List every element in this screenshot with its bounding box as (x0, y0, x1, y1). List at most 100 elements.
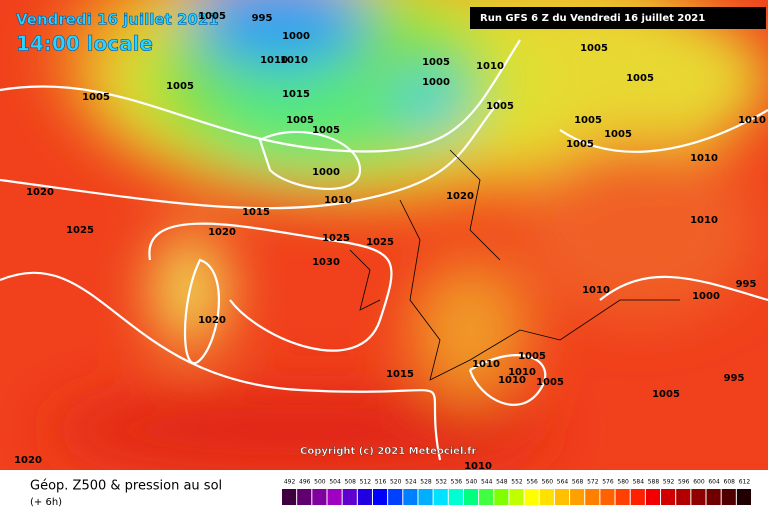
isobar-label: 1020 (14, 455, 42, 466)
scale-label: 508 (344, 479, 356, 486)
isobar-label: 1010 (582, 285, 610, 296)
isobar-label: 1025 (322, 233, 350, 244)
isobar (0, 99, 501, 210)
scale-label: 568 (572, 479, 584, 486)
isobar-label: 1005 (82, 92, 110, 103)
scale-swatch (661, 489, 676, 505)
isobar-label: 1015 (242, 207, 270, 218)
scale-label: 572 (587, 479, 599, 486)
isobar (258, 130, 362, 190)
scale-swatch (676, 489, 691, 505)
scale-label: 532 (435, 479, 447, 486)
scale-label: 556 (526, 479, 538, 486)
scale-swatch (433, 489, 448, 505)
scale-swatch (342, 489, 357, 505)
isobar (599, 275, 768, 302)
isobar (559, 109, 768, 153)
time: 14:00 locale (16, 32, 153, 56)
run-box (470, 7, 766, 29)
isobar-label: 1000 (422, 77, 450, 88)
scale-swatch (372, 489, 388, 505)
isobar-label: 1015 (282, 89, 310, 100)
scale-swatch (357, 489, 372, 505)
scale-label: 496 (299, 479, 311, 486)
isobar-label: 1000 (692, 291, 720, 302)
isobar-label: 1005 (286, 115, 314, 126)
isobar-label: 1005 (518, 351, 546, 362)
run: Run GFS 6 Z du Vendredi 16 juillet 2021 (480, 13, 705, 24)
isobar-label: 1010 (472, 359, 500, 370)
isobar-label: 1005 (652, 389, 680, 400)
isobar-label: 1000 (312, 167, 340, 178)
isobar-label: 1010 (476, 61, 504, 72)
isobar-label: 1005 (312, 125, 340, 136)
isobar-label: 1005 (166, 81, 194, 92)
isobar-label: 1030 (312, 257, 340, 268)
isobar (0, 39, 521, 153)
scale-swatch (630, 489, 645, 505)
isobar-label: 1010 (280, 55, 308, 66)
scale-label: 596 (678, 479, 690, 486)
isobar-label: 1010 (508, 367, 536, 378)
scale-swatch (524, 489, 539, 505)
scale-label: 588 (648, 479, 660, 486)
scale-label: 584 (633, 479, 645, 486)
isobar-label: 1010 (260, 55, 288, 66)
scale-label: 512 (360, 479, 372, 486)
scale-label: 520 (390, 479, 402, 486)
isobar-label: 1005 (580, 43, 608, 54)
scale-swatch (615, 489, 630, 505)
isobar (148, 222, 393, 352)
scale-label: 560 (542, 479, 554, 486)
isobar-label: 1010 (324, 195, 352, 206)
scale-swatch (297, 489, 312, 505)
footer-lead: (+ 6h) (30, 497, 62, 508)
scale-swatch (509, 489, 524, 505)
scale-swatch (600, 489, 615, 505)
scale-swatch (570, 489, 585, 505)
isobar-label: 1020 (208, 227, 236, 238)
isobar-label: 1010 (738, 115, 766, 126)
isobar-label: 1020 (198, 315, 226, 326)
isobar-label: 1020 (26, 187, 54, 198)
coastline (349, 149, 680, 381)
isobar-label: 1005 (486, 101, 514, 112)
scale-swatch (691, 489, 706, 505)
isobar-label: 1005 (536, 377, 564, 388)
isobar-label: 1010 (464, 461, 492, 472)
isobar (183, 258, 220, 365)
isobar-label: 995 (252, 13, 273, 24)
scale-label: 564 (557, 479, 569, 486)
scale-swatch (388, 489, 403, 505)
scale-swatch (282, 489, 297, 505)
isobar-label: 1005 (198, 11, 226, 22)
isobar-label: 1000 (282, 31, 310, 42)
scale-label: 544 (481, 479, 493, 486)
scale-swatch (403, 489, 418, 505)
isobar-label: 1005 (574, 115, 602, 126)
isobar-label: 1010 (690, 215, 718, 226)
scale-swatch (736, 489, 751, 505)
scale-label: 604 (708, 479, 720, 486)
scale-label: 576 (602, 479, 614, 486)
scale-swatch (327, 489, 342, 505)
scale-swatch (463, 489, 479, 505)
scale-label: 548 (496, 479, 508, 486)
scale-swatch (312, 489, 327, 505)
date: Vendredi 16 juillet 2021 (16, 11, 219, 29)
isobar (0, 271, 442, 461)
copyright: Copyright (c) 2021 Meteociel.fr (300, 446, 477, 457)
isobar-label: 1025 (366, 237, 394, 248)
scale-swatch (554, 489, 570, 505)
scale-swatch (645, 489, 661, 505)
scale-label: 592 (663, 479, 675, 486)
isobar-label: 1020 (446, 191, 474, 202)
scale-label: 524 (405, 479, 417, 486)
field (0, 0, 768, 470)
scale-label: 612 (739, 479, 751, 486)
scale-label: 552 (511, 479, 523, 486)
scale-swatch (418, 489, 433, 505)
scale-label: 536 (451, 479, 463, 486)
scale-label: 580 (617, 479, 629, 486)
